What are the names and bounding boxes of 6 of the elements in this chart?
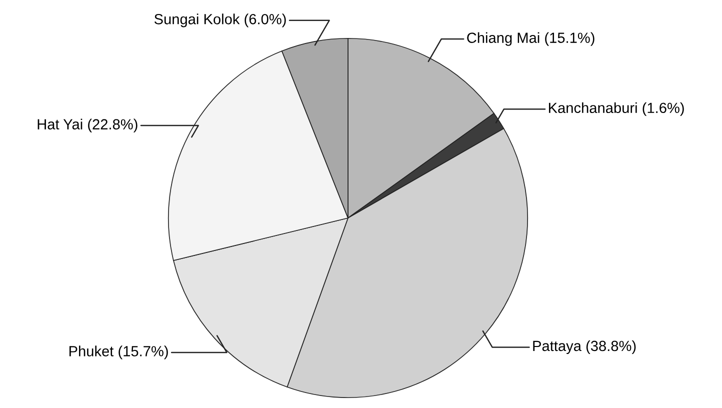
slice-label: Sungai Kolok (6.0%) bbox=[154, 14, 286, 28]
slice-label: Pattaya (38.8%) bbox=[533, 340, 636, 354]
slice-label: Kanchanaburi (1.6%) bbox=[548, 102, 684, 116]
slice-label: Chiang Mai (15.1%) bbox=[467, 32, 594, 46]
slice-label: Phuket (15.7%) bbox=[69, 346, 168, 360]
slice-label: Hat Yai (22.8%) bbox=[38, 118, 138, 132]
